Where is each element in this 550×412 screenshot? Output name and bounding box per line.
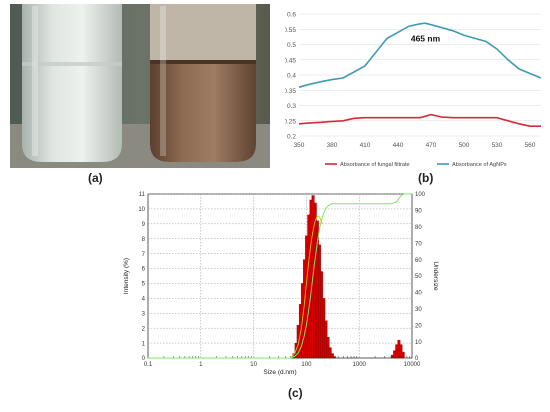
dls-y2-tick-label: 40 — [415, 291, 422, 297]
fit-curve — [290, 215, 323, 359]
fungal-filtrate-line — [298, 113, 541, 127]
panel-label-c: (c) — [288, 386, 303, 400]
dls-y2-tick-label: 30 — [415, 307, 422, 313]
dls-bar — [330, 353, 334, 359]
dls-y-tick-label: 7 — [142, 252, 146, 258]
dls-y-axis-label: Intensity (%) — [123, 258, 130, 294]
panel-label-b: (b) — [418, 171, 434, 185]
uv-vis-chart: 0.2 0.25 0.3 0.35 0.4 0.45 0.5 0.55 0.6 350 380 410… — [283, 4, 545, 178]
dls-bar — [333, 356, 336, 359]
dls-y-tick-label: 11 — [139, 192, 146, 198]
uv-y-tick-label: 0.25 — [285, 118, 296, 125]
dls-y2-tick-label: 0 — [415, 356, 419, 362]
dls-bar — [401, 351, 405, 359]
panel-label-a: (a) — [88, 171, 103, 185]
uv-x-tick-label: 410 — [360, 142, 371, 149]
dls-y-tick-label: 2 — [142, 326, 146, 332]
dls-x-tick-label: 1 — [199, 362, 203, 368]
dls-bar — [328, 347, 332, 359]
dls-y-tick-label: 8 — [142, 237, 146, 243]
dls-y-tick-label: 10 — [138, 207, 145, 213]
uv-x-tick-label: 530 — [492, 142, 503, 149]
dls-chart: 0 1 2 3 4 5 6 7 8 9 10 11 0 10 20 30 40 50 60 70 80 90 100 0.1 1… — [120, 188, 440, 384]
dls-x-tick-label: 0.1 — [144, 362, 153, 368]
dls-y2-tick-label: 100 — [415, 192, 426, 198]
dls-y2-tick-label: 70 — [415, 241, 422, 247]
dls-y2-axis-label: Undersize — [432, 261, 439, 291]
uv-x-tick-label: 500 — [459, 142, 470, 149]
uv-x-tick-label: 380 — [327, 142, 338, 149]
dls-bar — [399, 344, 403, 359]
dls-y2-tick-label: 60 — [415, 258, 422, 264]
uv-y-tick-label: 0.55 — [285, 27, 296, 34]
dls-x-tick-label: 100 — [301, 362, 312, 368]
dls-x-tick-label: 1000 — [353, 362, 367, 368]
dls-y2-tick-label: 10 — [415, 340, 422, 346]
uv-y-tick-label: 0.45 — [285, 57, 296, 64]
agnps-line — [298, 22, 542, 88]
legend-label-agnps: Absorbance of AgNPs — [452, 162, 507, 168]
dls-y-tick-label: 3 — [142, 311, 146, 317]
dls-y-tick-label: 4 — [142, 297, 146, 303]
beaker-photo — [10, 4, 270, 168]
dls-y-tick-label: 5 — [142, 282, 146, 288]
legend-label-fungal: Absorbance of fungal filtrate — [340, 162, 410, 168]
dls-x-tick-label: 10 — [250, 362, 257, 368]
uv-y-tick-label: 0.3 — [287, 103, 296, 110]
uv-y-tick-label: 0.6 — [287, 12, 296, 19]
uv-x-tick-label: 440 — [393, 142, 404, 149]
uv-y-tick-label: 0.5 — [287, 42, 296, 49]
uv-x-tick-label: 470 — [426, 142, 437, 149]
clear-beaker — [22, 4, 122, 162]
dls-x-axis-label: Size (d.nm) — [263, 369, 296, 376]
uv-y-tick-label: 0.4 — [287, 73, 296, 80]
dls-y-tick-label: 1 — [142, 341, 146, 347]
dls-x-tick-label: 10000 — [404, 362, 421, 368]
peak-annotation: 465 nm — [411, 33, 441, 43]
uv-x-tick-label: 560 — [525, 142, 536, 149]
beaker-photo-image — [10, 4, 270, 168]
dls-y-tick-label: 0 — [142, 356, 146, 362]
dls-y2-tick-label: 50 — [415, 274, 422, 280]
dls-y-tick-label: 9 — [142, 222, 146, 228]
uv-y-tick-label: 0.35 — [285, 88, 296, 95]
dls-y2-tick-label: 20 — [415, 323, 422, 329]
undersize-curve — [148, 193, 412, 359]
dls-y-tick-label: 6 — [142, 267, 146, 273]
uv-x-tick-label: 350 — [294, 142, 305, 149]
dls-plot-area — [147, 193, 413, 359]
uv-y-tick-label: 0.2 — [287, 134, 296, 141]
uv-vis-svg: 0.2 0.25 0.3 0.35 0.4 0.45 0.5 0.55 0.6 350 380 410… — [283, 12, 542, 168]
dls-y2-tick-label: 80 — [415, 225, 422, 231]
dls-y2-tick-label: 90 — [415, 209, 422, 215]
